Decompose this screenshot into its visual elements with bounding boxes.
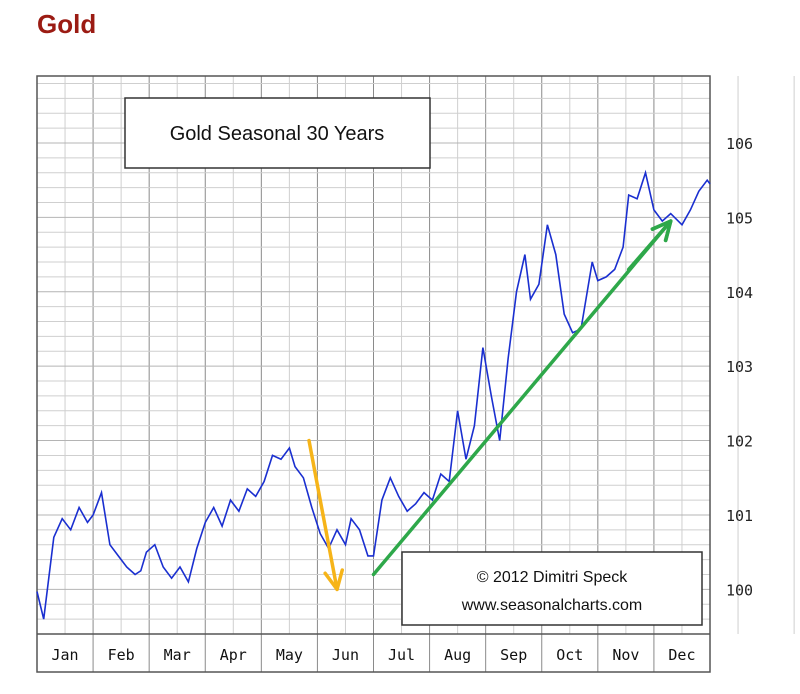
y-tick-label: 105 bbox=[726, 209, 753, 227]
x-tick-label: May bbox=[276, 646, 303, 664]
x-tick-label: Aug bbox=[444, 646, 471, 664]
chart-title-frame bbox=[124, 97, 431, 169]
chart-title-box: Gold Seasonal 30 Years bbox=[124, 97, 431, 169]
x-tick-label: Dec bbox=[668, 646, 695, 664]
page-heading: Gold bbox=[37, 9, 97, 39]
arrow-head bbox=[323, 568, 345, 592]
x-tick-labels: Jan Feb Mar Apr May Jun Jul Aug Sep Oct Nov Dec bbox=[51, 646, 695, 664]
y-tick-label: 104 bbox=[726, 284, 753, 302]
y-tick-label: 102 bbox=[726, 433, 753, 451]
x-tick-label: Jul bbox=[388, 646, 415, 664]
x-tick-label: Sep bbox=[500, 646, 527, 664]
arrow-line bbox=[371, 219, 673, 577]
x-tick-label: Nov bbox=[612, 646, 639, 664]
plot-border bbox=[36, 75, 711, 673]
chart-title: Gold Seasonal 30 Years bbox=[170, 123, 385, 145]
arrow-line bbox=[307, 438, 339, 592]
x-tick-label: Jan bbox=[51, 646, 78, 664]
y-tick-label: 101 bbox=[726, 507, 753, 525]
copyright-frame bbox=[401, 551, 703, 626]
x-tick-label: Apr bbox=[220, 646, 247, 664]
copyright-line: © 2012 Dimitri Speck bbox=[477, 569, 629, 586]
x-tick-label: Mar bbox=[164, 646, 191, 664]
y-tick-label: 103 bbox=[726, 358, 753, 376]
y-tick-labels: 100 101 102 103 104 105 106 bbox=[726, 135, 753, 599]
y-tick-label: 106 bbox=[726, 135, 753, 153]
arrow-head bbox=[650, 219, 673, 243]
x-tick-label: Feb bbox=[108, 646, 135, 664]
arrow-line bbox=[626, 219, 673, 272]
y-tick-label: 100 bbox=[726, 581, 753, 599]
website-line: www.seasonalcharts.com bbox=[461, 597, 643, 614]
series-line-gold bbox=[36, 169, 711, 620]
copyright-box: © 2012 Dimitri Speck www.seasonalcharts.… bbox=[401, 551, 703, 626]
x-tick-label: Jun bbox=[332, 646, 359, 664]
arrow-annotations bbox=[307, 219, 673, 592]
x-tick-label: Oct bbox=[556, 646, 583, 664]
